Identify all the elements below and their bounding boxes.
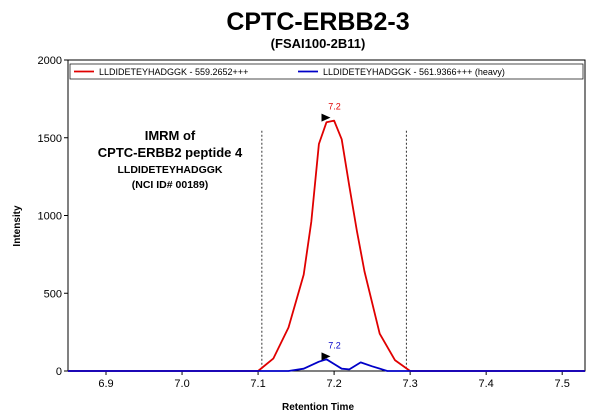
y-tick-label: 500 bbox=[44, 288, 62, 300]
x-tick-label: 7.2 bbox=[326, 378, 341, 390]
legend-label: LLDIDETEYHADGGK - 559.2652+++ bbox=[99, 67, 248, 77]
y-tick-label: 0 bbox=[56, 366, 62, 378]
peak-label: 7.2 bbox=[328, 340, 341, 350]
peak-marker bbox=[321, 113, 331, 122]
x-tick-label: 7.0 bbox=[174, 378, 189, 390]
y-tick-label: 1500 bbox=[38, 133, 62, 145]
annotation-block: IMRM of CPTC-ERBB2 peptide 4 LLDIDETEYHA… bbox=[98, 128, 243, 191]
x-tick-label: 7.5 bbox=[555, 378, 570, 390]
chart-title: CPTC-ERBB2-3 bbox=[226, 8, 409, 36]
x-tick-label: 6.9 bbox=[98, 378, 113, 390]
annotation-heading-1: IMRM of bbox=[145, 128, 196, 143]
series-line-light bbox=[68, 119, 585, 372]
x-tick-label: 7.4 bbox=[479, 378, 494, 390]
peak-marker bbox=[321, 352, 331, 361]
series-line-heavy bbox=[68, 358, 585, 372]
peak-label: 7.2 bbox=[328, 102, 341, 112]
plot-area: 6.9 7.0 7.1 7.2 7.3 7.4 7.5 0 500 1000 1500 2000 7.2… bbox=[38, 55, 586, 390]
legend: LLDIDETEYHADGGK - 559.2652+++ LLDIDETEYHA… bbox=[69, 63, 584, 80]
x-tick-label: 7.1 bbox=[250, 378, 265, 390]
annotation-peptide: LLDIDETEYHADGGK bbox=[118, 164, 223, 176]
legend-label: LLDIDETEYHADGGK - 561.9366+++ (heavy) bbox=[323, 67, 505, 77]
x-axis-label: Retention Time bbox=[282, 402, 354, 413]
x-tick-label: 7.3 bbox=[402, 378, 417, 390]
y-axis-label: Intensity bbox=[12, 205, 23, 247]
plot-frame bbox=[67, 59, 586, 372]
annotation-heading-2: CPTC-ERBB2 peptide 4 bbox=[98, 145, 243, 160]
y-tick-label: 2000 bbox=[38, 55, 62, 67]
chart-subtitle: (FSAI100-2B11) bbox=[271, 36, 366, 51]
annotation-nci-id: (NCI ID# 00189) bbox=[132, 179, 208, 191]
y-tick-label: 1000 bbox=[38, 211, 62, 223]
legend-box bbox=[69, 63, 584, 80]
